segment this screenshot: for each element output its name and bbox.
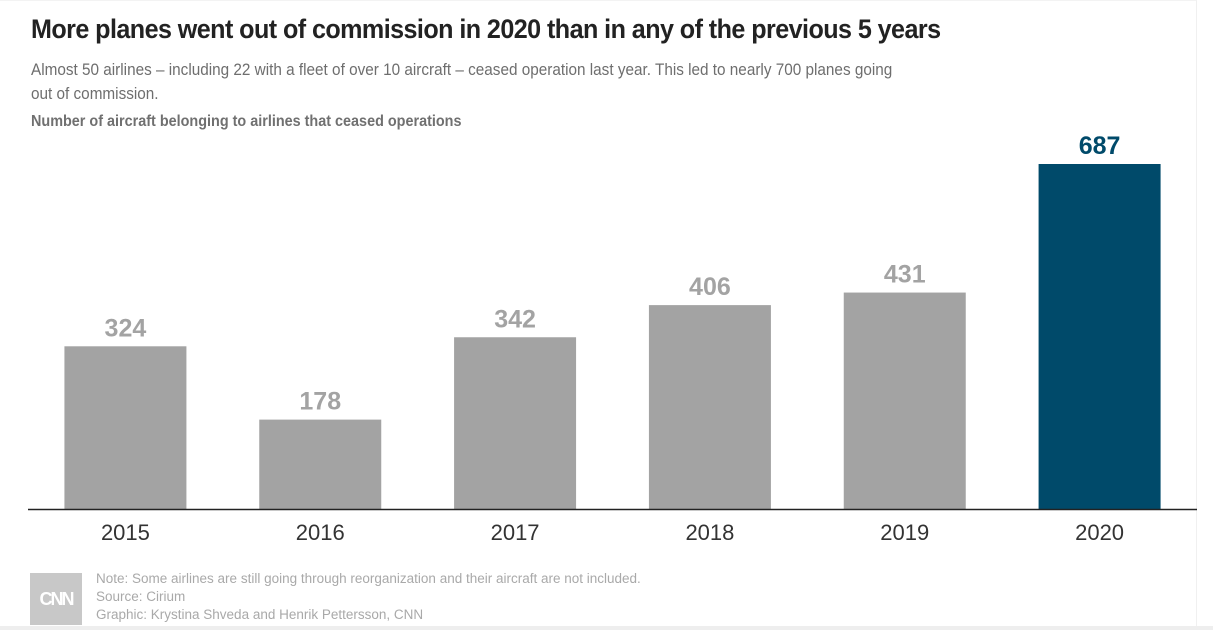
bar-2015 bbox=[64, 346, 187, 509]
y-axis-label: Number of aircraft belonging to airlines… bbox=[31, 113, 462, 130]
bar-2020 bbox=[1038, 164, 1161, 509]
chart-title: More planes went out of commission in 20… bbox=[31, 14, 941, 44]
bar-2018 bbox=[648, 305, 771, 509]
x-tick-labels-group: 2015 2016 2017 2018 2019 2020 bbox=[101, 520, 1124, 545]
x-tick-label-2019: 2019 bbox=[880, 520, 929, 545]
value-label-2015: 324 bbox=[105, 314, 147, 342]
chart-subtitle: Almost 50 airlines – including 22 with a… bbox=[31, 60, 893, 103]
footer-source: Source: Cirium bbox=[96, 589, 186, 604]
bars-group bbox=[64, 164, 1161, 509]
x-tick-label-2016: 2016 bbox=[296, 520, 345, 545]
value-labels-group: 324 178 342 406 431 687 bbox=[105, 132, 1121, 416]
footer-credit: Graphic: Krystina Shveda and Henrik Pett… bbox=[96, 607, 424, 622]
footer-note: Note: Some airlines are still going thro… bbox=[96, 571, 641, 586]
bottom-strip bbox=[0, 626, 1213, 630]
x-tick-label-2020: 2020 bbox=[1075, 520, 1124, 545]
value-label-2018: 406 bbox=[689, 273, 731, 301]
x-tick-label-2017: 2017 bbox=[491, 520, 540, 545]
bar-2019 bbox=[843, 292, 966, 509]
cnn-logo: CNN bbox=[30, 573, 82, 625]
value-label-2020: 687 bbox=[1079, 132, 1121, 160]
bar-2016 bbox=[259, 419, 382, 509]
bar-2017 bbox=[454, 337, 577, 509]
x-tick-label-2018: 2018 bbox=[685, 520, 734, 545]
value-label-2019: 431 bbox=[884, 261, 926, 289]
value-label-2017: 342 bbox=[494, 305, 536, 333]
value-label-2016: 178 bbox=[299, 388, 341, 416]
x-tick-label-2015: 2015 bbox=[101, 520, 150, 545]
footer-notes: Note: Some airlines are still going thro… bbox=[96, 570, 641, 624]
